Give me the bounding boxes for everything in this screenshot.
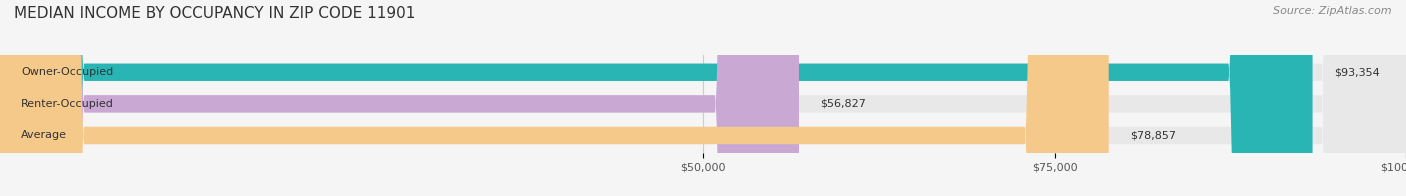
Text: Source: ZipAtlas.com: Source: ZipAtlas.com: [1274, 6, 1392, 16]
Text: Owner-Occupied: Owner-Occupied: [21, 67, 114, 77]
FancyBboxPatch shape: [0, 0, 1109, 196]
Text: $56,827: $56,827: [820, 99, 866, 109]
FancyBboxPatch shape: [0, 0, 1313, 196]
Text: $78,857: $78,857: [1130, 131, 1175, 141]
Text: Average: Average: [21, 131, 67, 141]
FancyBboxPatch shape: [0, 0, 799, 196]
Text: MEDIAN INCOME BY OCCUPANCY IN ZIP CODE 11901: MEDIAN INCOME BY OCCUPANCY IN ZIP CODE 1…: [14, 6, 415, 21]
Text: $93,354: $93,354: [1334, 67, 1379, 77]
Text: Renter-Occupied: Renter-Occupied: [21, 99, 114, 109]
